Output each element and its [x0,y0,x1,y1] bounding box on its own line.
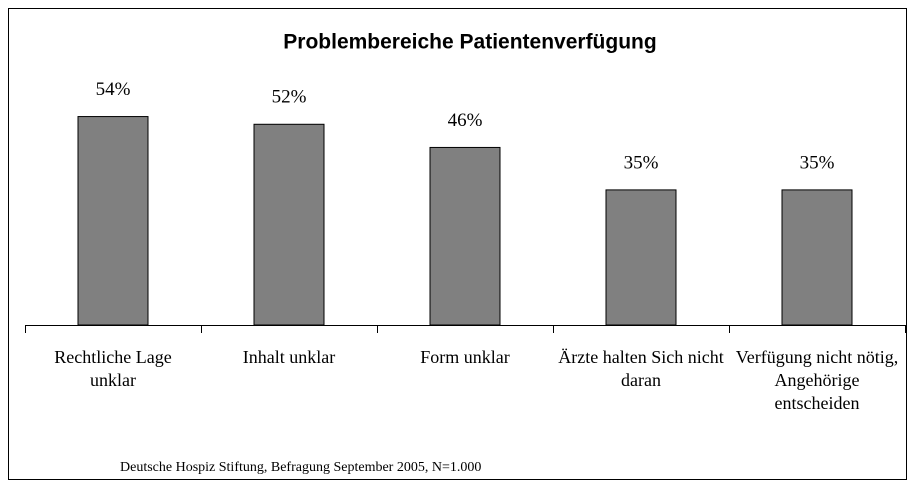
bar [77,116,149,326]
value-label: 35% [800,152,835,173]
source-note: Deutsche Hospiz Stiftung, Befragung Sept… [120,460,481,475]
x-tick-label: Verfügung nicht nötig, Angehörige entsch… [735,347,899,413]
bar [429,146,501,326]
value-label: 35% [624,152,659,173]
value-label: 54% [96,79,131,100]
value-label: 46% [448,110,483,131]
x-tick-label: Inhalt unklar [242,347,336,367]
bar [253,123,325,326]
chart-title: Problembereiche Patientenverfügung [283,31,656,54]
bar [605,189,677,326]
bar [781,189,853,326]
x-tick-label: Form unklar [420,347,510,367]
x-tick-label: Rechtliche Lage unklar [54,347,172,390]
value-label: 52% [272,87,307,108]
x-tick-label: Ärzte halten Sich nicht daran [558,347,724,390]
